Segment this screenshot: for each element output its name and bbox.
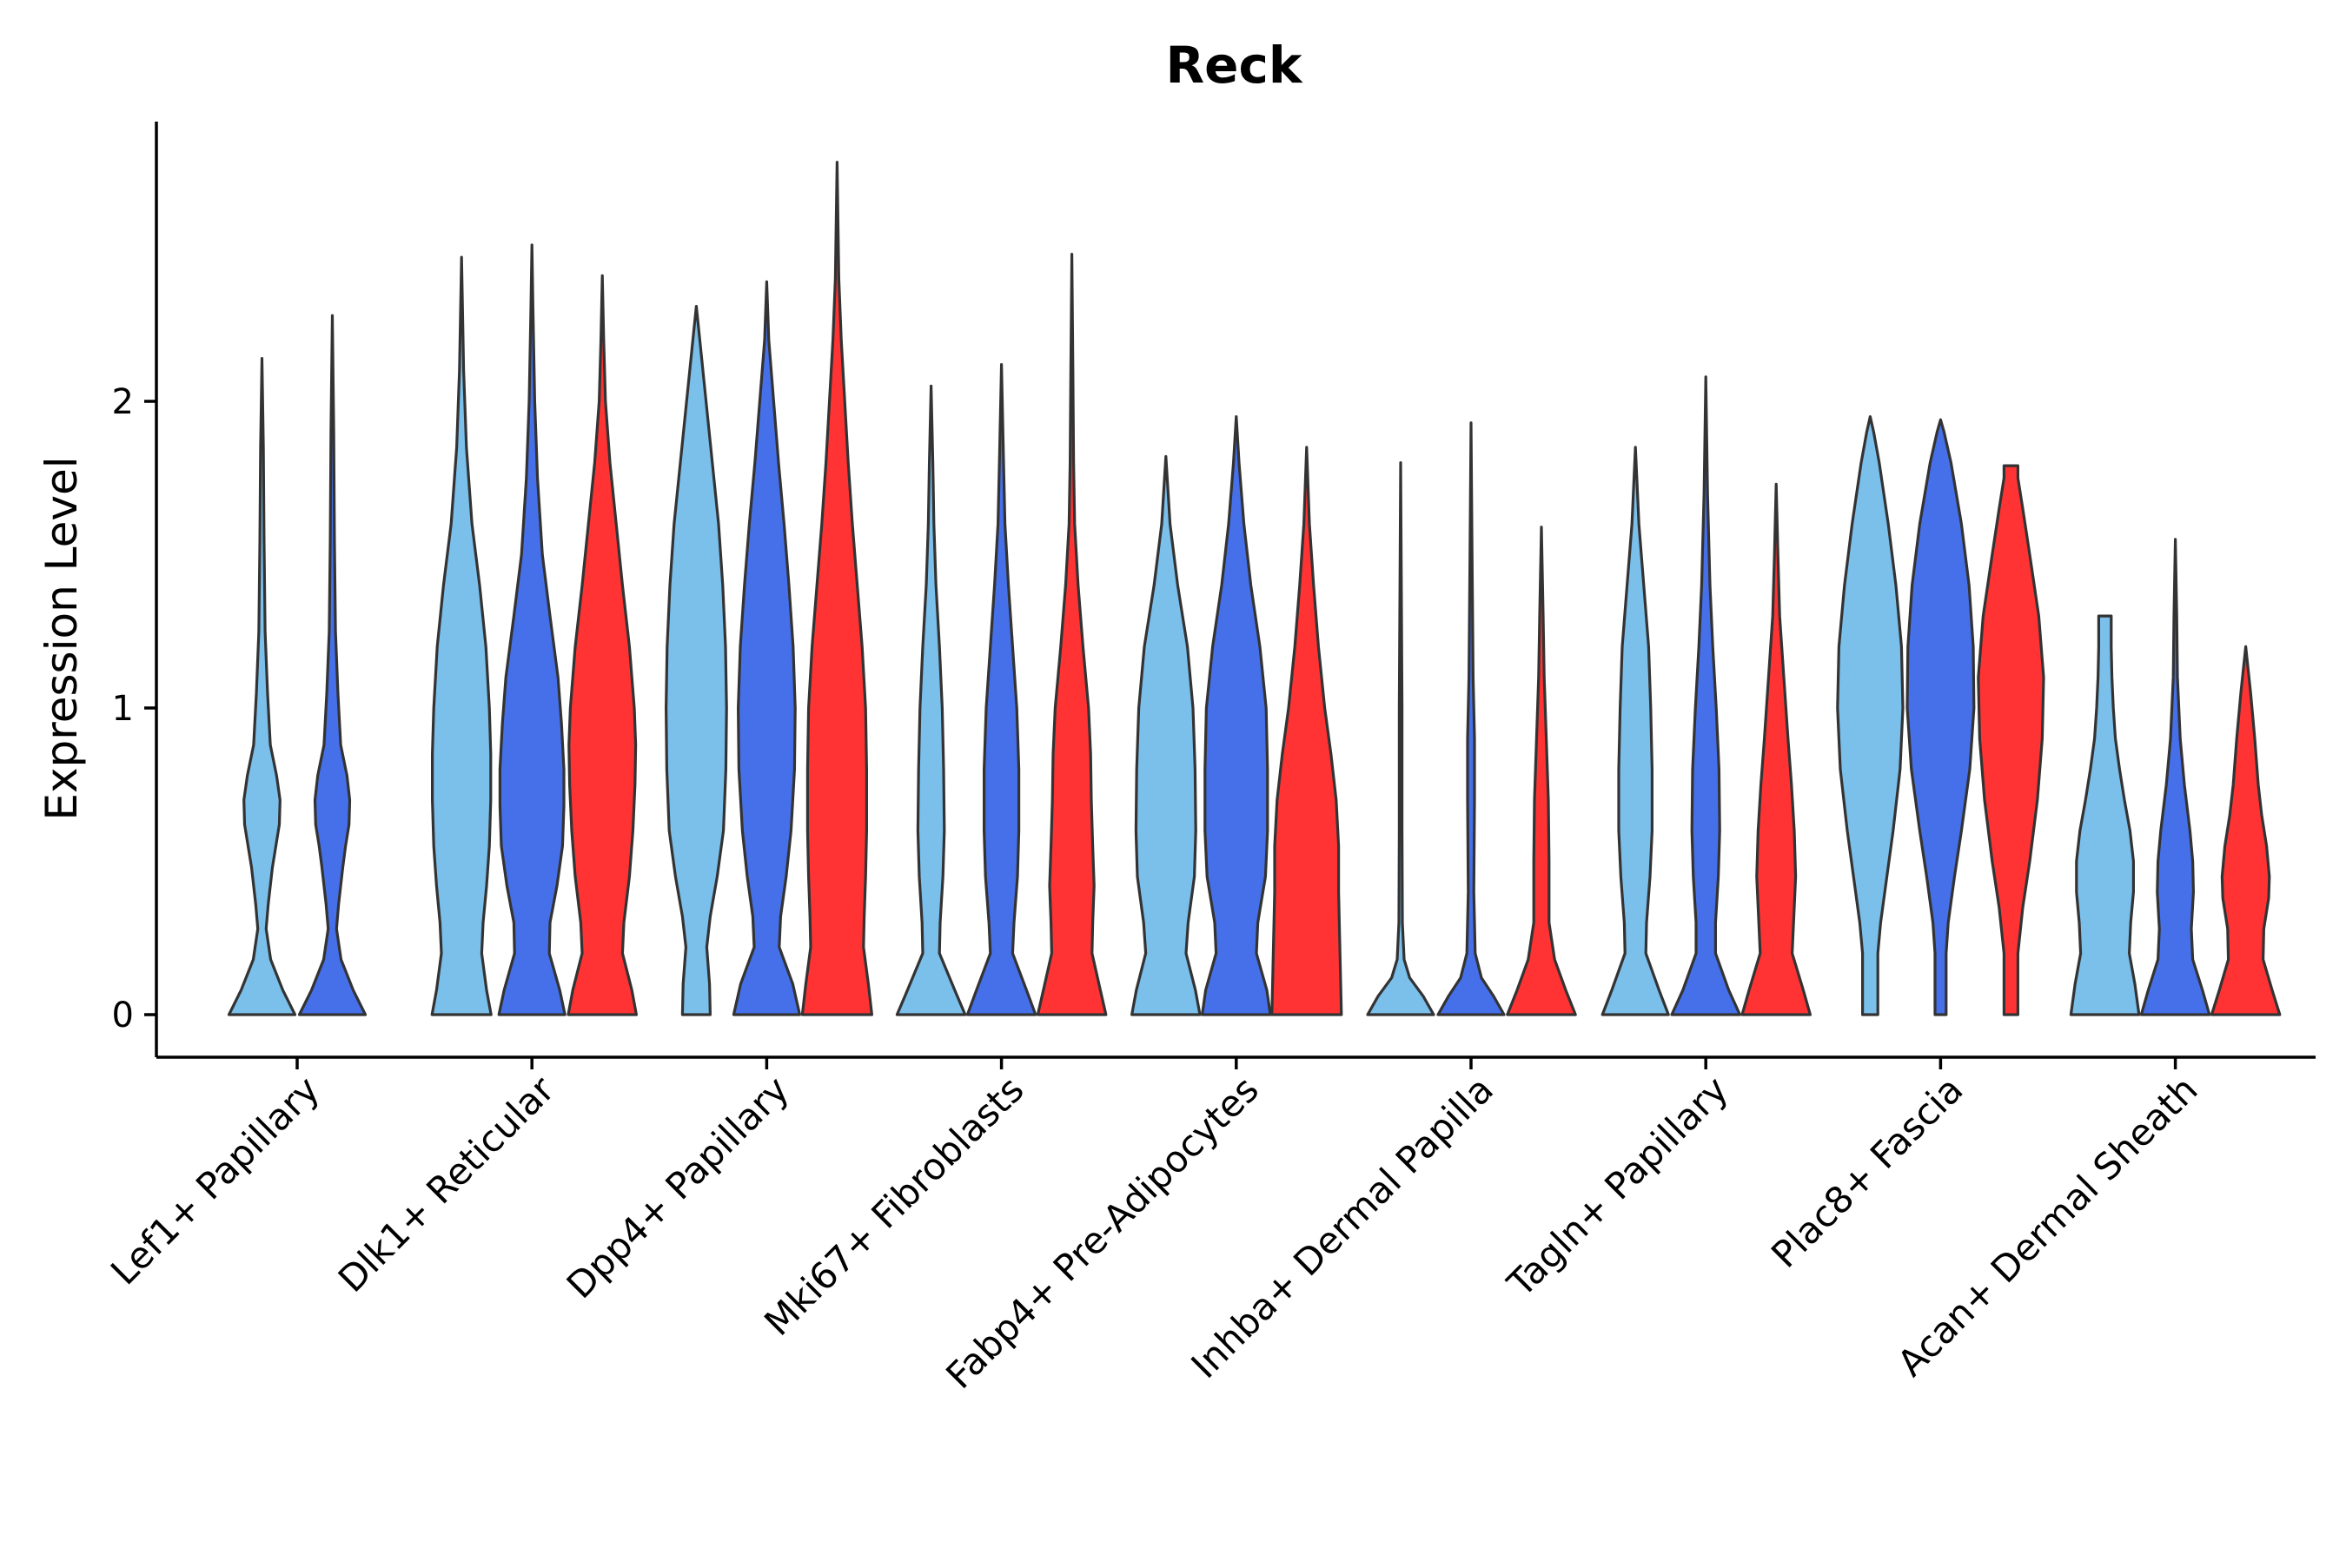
y-tick-label: 2 (112, 382, 134, 422)
violin-4-2 (965, 363, 1037, 1016)
x-tick-label: Tagln+ Papillary (1499, 1068, 1736, 1305)
violin-8-3 (1977, 464, 2045, 1016)
violin-9-3 (2210, 645, 2282, 1016)
violin-5-1 (1130, 454, 1202, 1016)
violin-4-3 (1036, 253, 1108, 1016)
violin-2-3 (567, 274, 638, 1016)
chart-title: Reck (1166, 36, 1303, 95)
violin-1-2 (297, 314, 368, 1016)
violin-6-3 (1506, 526, 1577, 1016)
violin-layer (227, 161, 2282, 1016)
x-tick-label: Lef1+ Papillary (103, 1068, 328, 1293)
violin-4-1 (895, 384, 967, 1016)
violin-7-2 (1670, 375, 1741, 1016)
violin-6-2 (1436, 421, 1506, 1016)
violin-7-1 (1600, 446, 1670, 1016)
violin-3-3 (800, 161, 873, 1016)
y-tick-label: 1 (112, 689, 134, 729)
x-tick-label: Dpp4+ Papillary (559, 1068, 798, 1307)
violin-8-2 (1905, 418, 1976, 1016)
y-tick-label: 0 (112, 996, 134, 1035)
violin-2-1 (430, 255, 493, 1016)
y-axis-label: Expression Level (36, 456, 87, 820)
x-tick-label: Mki67+ Fibroblasts (756, 1068, 1031, 1343)
violin-7-3 (1740, 482, 1812, 1016)
violin-9-1 (2069, 614, 2141, 1016)
violin-9-2 (2139, 538, 2211, 1016)
violin-3-2 (732, 280, 801, 1016)
violin-6-1 (1366, 461, 1435, 1016)
violin-2-2 (497, 243, 567, 1016)
x-tick-label: Dlk1+ Reticular (330, 1068, 563, 1300)
violin-3-1 (665, 305, 728, 1016)
violin-8-1 (1836, 415, 1905, 1016)
violin-5-2 (1201, 415, 1272, 1016)
x-tick-label: Plac8+ Fascia (1763, 1068, 1971, 1275)
violin-1-1 (227, 357, 297, 1016)
violin-5-3 (1270, 446, 1343, 1016)
